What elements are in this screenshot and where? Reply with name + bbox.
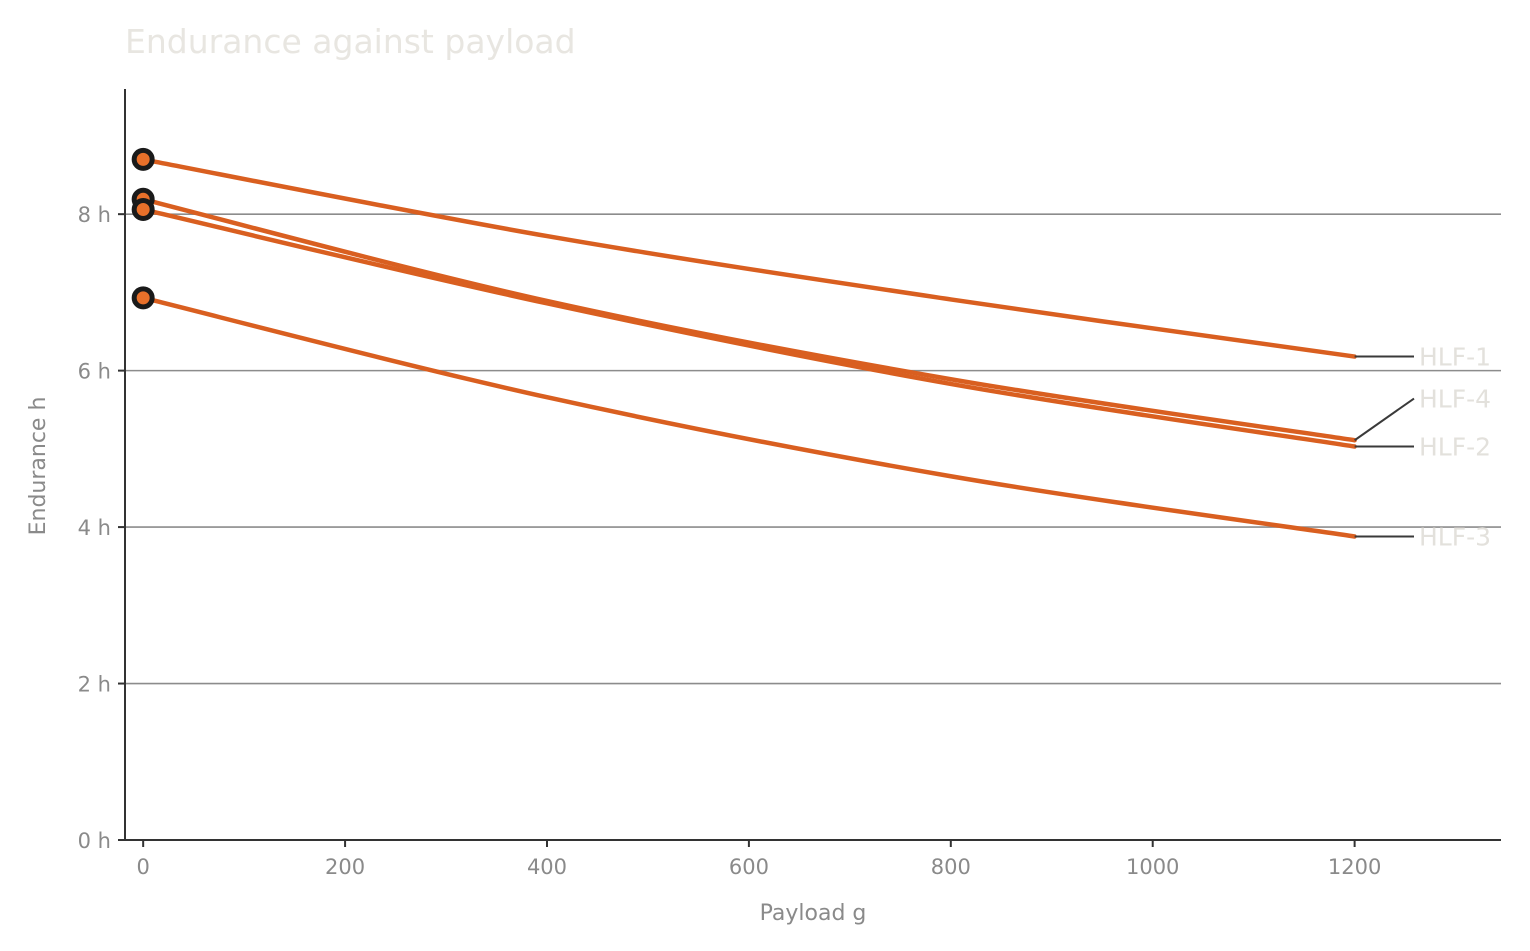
y-ticks: 0 h 2 h 4 h 6 h 8 h — [78, 203, 125, 853]
series-line-HLF-1 — [140, 157, 1357, 359]
series-end-label-HLF-3: HLF-3 — [1419, 522, 1491, 551]
series-end-label-HLF-4: HLF-4 — [1419, 385, 1491, 414]
x-tick-label-0: 0 — [136, 855, 149, 879]
series-start-marker-HLF-3 — [131, 286, 155, 310]
x-tick-label-5: 1000 — [1126, 855, 1179, 879]
y-axis-title: Endurance h — [26, 397, 51, 536]
series-end-label-HLF-1: HLF-1 — [1419, 343, 1491, 372]
series-start-marker-HLF-2 — [131, 197, 155, 221]
y-tick-label-3: 6 h — [78, 360, 111, 384]
y-tick-label-1: 2 h — [78, 673, 111, 697]
x-tick-label-6: 1200 — [1328, 855, 1381, 879]
chart-title: Endurance against payload — [125, 22, 576, 61]
x-tick-label-3: 600 — [729, 855, 769, 879]
gridlines — [125, 213, 1501, 685]
series-lines — [140, 157, 1357, 539]
series-labels: HLF-1 HLF-4 HLF-2 HLF-3 — [1354, 343, 1491, 551]
series-leader-HLF-4 — [1354, 397, 1415, 442]
y-tick-label-2: 4 h — [78, 516, 111, 540]
series-line-HLF-3 — [140, 295, 1357, 539]
x-tick-label-2: 400 — [527, 855, 567, 879]
series-end-label-HLF-2: HLF-2 — [1419, 433, 1491, 462]
y-tick-label-4: 8 h — [78, 203, 111, 227]
series-start-marker-HLF-1 — [131, 147, 155, 171]
series-markers — [131, 147, 155, 310]
series-line-HLF-2 — [140, 207, 1357, 449]
x-tick-label-1: 200 — [325, 855, 365, 879]
series-line-HLF-4 — [140, 197, 1357, 443]
x-ticks: 0 200 400 600 800 1000 1200 — [136, 840, 1381, 879]
x-axis-title: Payload g — [760, 901, 867, 926]
y-tick-label-0: 0 h — [78, 829, 111, 853]
x-tick-label-4: 800 — [931, 855, 971, 879]
axes — [124, 89, 1501, 841]
